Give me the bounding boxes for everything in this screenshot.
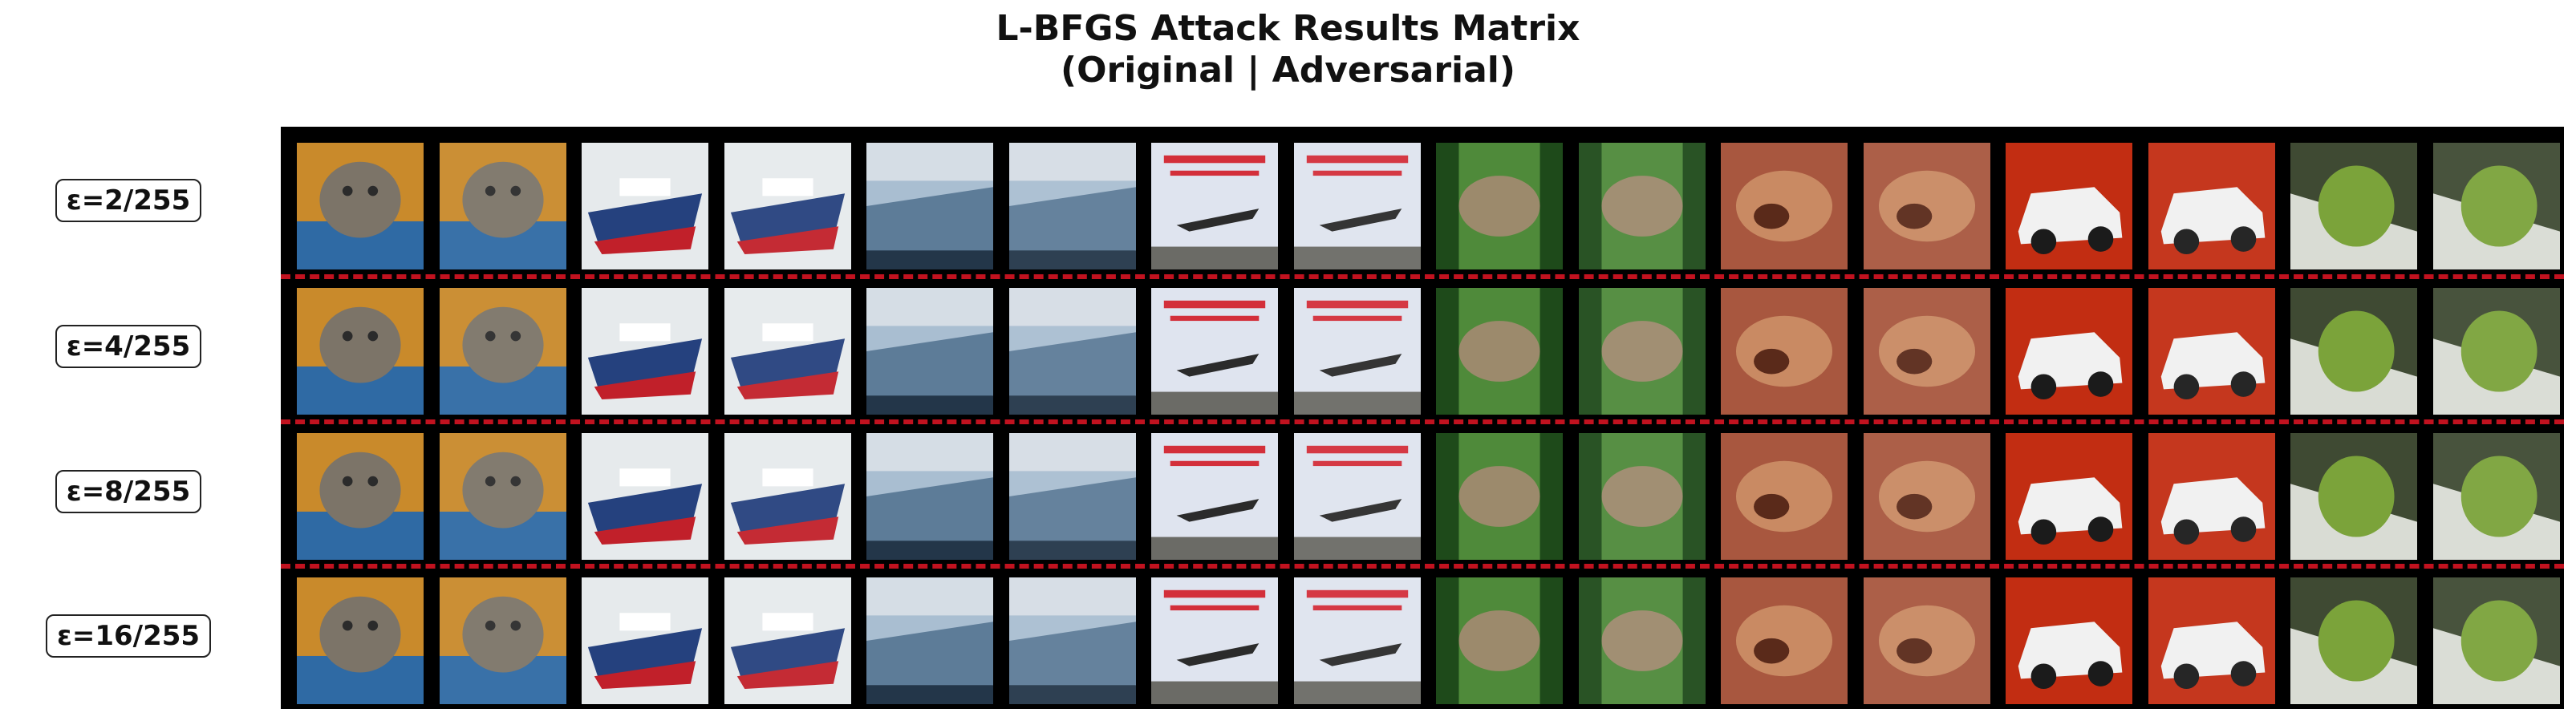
original-image — [2006, 288, 2132, 415]
adversarial-image — [1579, 433, 1706, 560]
image-matrix — [281, 127, 2564, 709]
adversarial-image — [440, 577, 566, 704]
adversarial-image — [1864, 143, 1990, 269]
original-image — [1151, 143, 1278, 269]
adversarial-image — [724, 577, 851, 704]
adversarial-image — [2148, 577, 2275, 704]
original-image — [582, 288, 708, 415]
original-image — [582, 143, 708, 269]
adversarial-image — [1864, 577, 1990, 704]
original-image — [2290, 433, 2417, 560]
adversarial-image — [2148, 143, 2275, 269]
adversarial-image — [1294, 143, 1421, 269]
adversarial-image — [440, 433, 566, 560]
adversarial-image — [1579, 288, 1706, 415]
original-image — [1151, 577, 1278, 704]
original-image — [297, 577, 424, 704]
original-image — [297, 433, 424, 560]
original-image — [1436, 143, 1563, 269]
adversarial-image — [724, 143, 851, 269]
row-label-text: ε=4/255 — [55, 325, 202, 368]
original-image — [866, 288, 993, 415]
row-separator — [281, 419, 2564, 424]
original-image — [866, 143, 993, 269]
adversarial-image — [440, 288, 566, 415]
original-image — [2006, 433, 2132, 560]
original-image — [1151, 433, 1278, 560]
row-separator — [281, 274, 2564, 279]
adversarial-image — [1294, 433, 1421, 560]
row-label-text: ε=2/255 — [55, 179, 202, 222]
adversarial-image — [2148, 433, 2275, 560]
original-image — [2290, 288, 2417, 415]
adversarial-image — [440, 143, 566, 269]
adversarial-image — [1009, 433, 1136, 560]
adversarial-image — [2433, 433, 2560, 560]
original-image — [866, 433, 993, 560]
adversarial-image — [1009, 288, 1136, 415]
adversarial-image — [2148, 288, 2275, 415]
original-image — [1721, 288, 1848, 415]
adversarial-image — [2433, 288, 2560, 415]
original-image — [1721, 433, 1848, 560]
original-image — [582, 577, 708, 704]
original-image — [582, 433, 708, 560]
row-separator — [281, 564, 2564, 569]
adversarial-image — [724, 288, 851, 415]
original-image — [1436, 433, 1563, 560]
original-image — [2006, 577, 2132, 704]
original-image — [1436, 577, 1563, 704]
title-line-2: (Original | Adversarial) — [1061, 50, 1515, 91]
original-image — [1151, 288, 1278, 415]
original-image — [2290, 143, 2417, 269]
adversarial-image — [724, 433, 851, 560]
adversarial-image — [1579, 143, 1706, 269]
original-image — [1721, 143, 1848, 269]
adversarial-image — [1864, 288, 1990, 415]
adversarial-image — [1294, 577, 1421, 704]
adversarial-image — [2433, 577, 2560, 704]
adversarial-image — [2433, 143, 2560, 269]
original-image — [866, 577, 993, 704]
title-line-1: L-BFGS Attack Results Matrix — [996, 8, 1580, 49]
original-image — [2006, 143, 2132, 269]
row-label-eps-8: ε=8/255 — [0, 470, 257, 513]
row-label-text: ε=16/255 — [45, 614, 212, 658]
adversarial-image — [1864, 433, 1990, 560]
row-label-eps-2: ε=2/255 — [0, 179, 257, 222]
figure-title: L-BFGS Attack Results Matrix (Original |… — [0, 8, 2576, 91]
original-image — [297, 288, 424, 415]
adversarial-image — [1294, 288, 1421, 415]
original-image — [1436, 288, 1563, 415]
row-label-text: ε=8/255 — [55, 470, 202, 513]
original-image — [1721, 577, 1848, 704]
original-image — [297, 143, 424, 269]
row-label-eps-16: ε=16/255 — [0, 614, 257, 658]
adversarial-image — [1579, 577, 1706, 704]
row-label-eps-4: ε=4/255 — [0, 325, 257, 368]
adversarial-image — [1009, 143, 1136, 269]
adversarial-image — [1009, 577, 1136, 704]
original-image — [2290, 577, 2417, 704]
